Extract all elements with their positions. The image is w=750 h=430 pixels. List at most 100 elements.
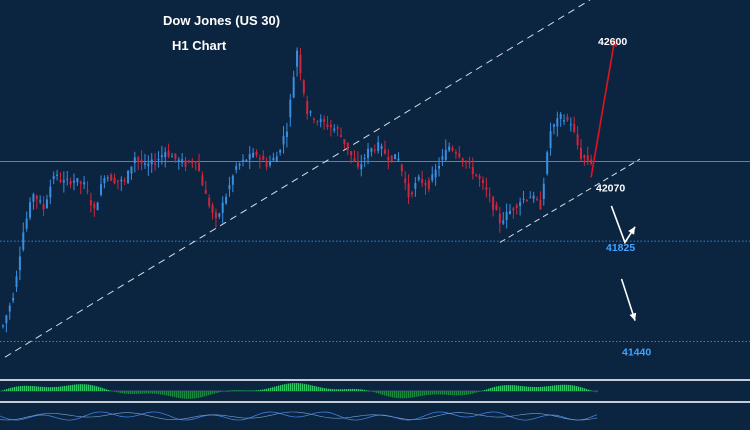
candle-body bbox=[522, 198, 525, 200]
histogram-bar bbox=[396, 391, 398, 399]
histogram-bar bbox=[114, 391, 116, 392]
candle-body bbox=[478, 175, 481, 179]
candle-body bbox=[296, 50, 299, 67]
histogram-bar bbox=[244, 390, 246, 392]
histogram-bar bbox=[484, 389, 486, 391]
histogram-bar bbox=[372, 391, 374, 392]
histogram-bar bbox=[460, 391, 462, 396]
candle-body bbox=[235, 165, 238, 170]
candle-body bbox=[59, 179, 62, 182]
histogram-bar bbox=[506, 385, 508, 391]
histogram-bar bbox=[22, 385, 24, 391]
histogram-bar bbox=[454, 391, 456, 396]
candle-body bbox=[22, 232, 25, 250]
candle-body bbox=[424, 183, 427, 186]
histogram-bar bbox=[228, 390, 230, 392]
histogram-bar bbox=[128, 391, 130, 394]
candle-body bbox=[552, 124, 555, 127]
histogram-bar bbox=[360, 389, 362, 391]
histogram-bar bbox=[438, 391, 440, 395]
candle-body bbox=[390, 155, 393, 162]
candle-body bbox=[370, 148, 373, 152]
histogram-bar bbox=[124, 391, 126, 394]
candle-body bbox=[2, 325, 4, 327]
histogram-bar bbox=[332, 389, 334, 391]
candle-body bbox=[89, 200, 92, 206]
histogram-bar bbox=[256, 390, 258, 391]
histogram-bar bbox=[138, 391, 140, 394]
histogram-bar bbox=[76, 384, 78, 391]
candle-body bbox=[495, 204, 498, 210]
candle-body bbox=[414, 183, 417, 189]
candle-body bbox=[502, 220, 505, 224]
histogram-bar bbox=[248, 390, 250, 392]
histogram-bar bbox=[358, 389, 360, 391]
histogram-bar bbox=[408, 391, 410, 398]
histogram-bar bbox=[204, 391, 206, 397]
candle-body bbox=[363, 157, 366, 159]
histogram-bar bbox=[224, 391, 226, 392]
candle-body bbox=[83, 182, 86, 185]
candle-body bbox=[404, 178, 407, 183]
candle-body bbox=[49, 186, 52, 198]
candle-body bbox=[427, 180, 430, 189]
histogram-bar bbox=[64, 385, 66, 391]
candle-body bbox=[76, 178, 79, 183]
histogram-bar bbox=[34, 386, 36, 391]
histogram-bar bbox=[238, 390, 240, 391]
histogram-bar bbox=[300, 383, 302, 391]
histogram-bar bbox=[466, 391, 468, 395]
histogram-bar bbox=[58, 386, 60, 391]
histogram-bar bbox=[230, 390, 232, 392]
candle-body bbox=[556, 118, 559, 127]
histogram-bar bbox=[226, 390, 228, 392]
histogram-bar bbox=[508, 385, 510, 391]
histogram-bar bbox=[452, 391, 454, 396]
histogram-bar bbox=[450, 391, 452, 396]
histogram-bar bbox=[178, 391, 180, 398]
candle-body bbox=[492, 196, 495, 210]
histogram-bar bbox=[428, 391, 430, 395]
histogram-bar bbox=[414, 391, 416, 398]
histogram-bar bbox=[496, 386, 498, 391]
histogram-bar bbox=[66, 385, 68, 391]
candle-body bbox=[147, 163, 150, 167]
candle-body bbox=[481, 180, 484, 184]
candle-body bbox=[583, 155, 586, 158]
candle-body bbox=[458, 153, 461, 157]
histogram-bar bbox=[62, 386, 64, 391]
histogram-bar bbox=[558, 384, 560, 391]
histogram-bar bbox=[74, 384, 76, 391]
histogram-bar bbox=[24, 385, 26, 391]
histogram-bar bbox=[580, 387, 582, 391]
candle-body bbox=[468, 161, 471, 164]
forecast-arrowhead-up bbox=[610, 39, 617, 47]
chart-subtitle: H1 Chart bbox=[172, 38, 227, 53]
forecast-arrowhead-zig bbox=[628, 226, 636, 235]
histogram-bar bbox=[134, 391, 136, 395]
candle-body bbox=[326, 124, 329, 128]
histogram-bar bbox=[586, 389, 588, 391]
oscillator-line bbox=[0, 411, 598, 421]
histogram-bar bbox=[524, 386, 526, 391]
histogram-bar bbox=[6, 389, 8, 391]
histogram-bar bbox=[2, 390, 4, 391]
histogram-bar bbox=[148, 391, 150, 394]
histogram-bar bbox=[448, 391, 450, 395]
histogram-bar bbox=[578, 386, 580, 391]
histogram-bar bbox=[56, 386, 58, 391]
candle-body bbox=[444, 149, 447, 160]
candle-body bbox=[52, 176, 55, 180]
candle-body bbox=[69, 180, 72, 185]
candle-body bbox=[465, 160, 468, 163]
histogram-bar bbox=[184, 391, 186, 399]
candle-body bbox=[356, 160, 359, 168]
candle-body bbox=[387, 156, 390, 161]
candle-body bbox=[380, 145, 383, 150]
candle-body bbox=[400, 164, 403, 172]
histogram-bar bbox=[390, 391, 392, 398]
candle-body bbox=[79, 181, 82, 184]
histogram-bar bbox=[470, 391, 472, 395]
candle-body bbox=[512, 208, 515, 211]
forecast-arrow-up bbox=[590, 38, 616, 178]
